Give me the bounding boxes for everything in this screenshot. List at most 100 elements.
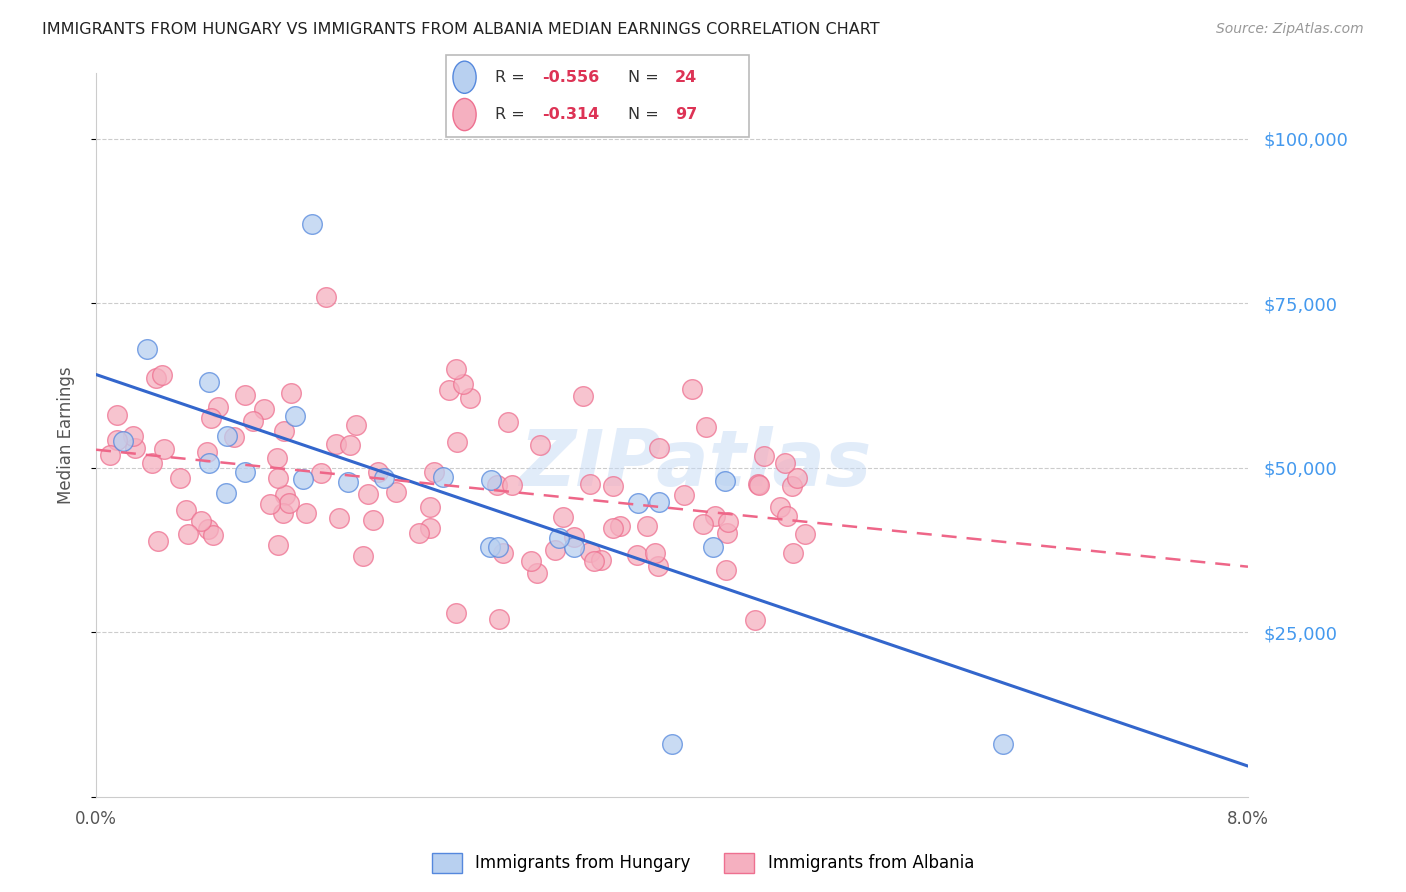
Point — [105, 408, 128, 422]
Point — [444, 606, 467, 620]
Point — [176, 527, 198, 541]
Point — [273, 488, 295, 502]
Point — [579, 476, 602, 491]
Point — [373, 471, 395, 485]
Point — [153, 442, 176, 457]
Point — [562, 530, 585, 544]
Point — [280, 386, 302, 401]
Point — [451, 376, 474, 391]
Point — [519, 554, 541, 568]
Point — [198, 376, 221, 390]
Point — [122, 429, 145, 443]
Point — [717, 515, 740, 529]
Point — [267, 470, 290, 484]
Point — [339, 438, 361, 452]
Point — [544, 542, 567, 557]
Point — [602, 479, 624, 493]
Point — [636, 519, 658, 533]
Point — [478, 540, 501, 554]
Point — [105, 434, 128, 448]
Point — [993, 737, 1015, 751]
Point — [529, 438, 551, 452]
Point — [681, 382, 703, 396]
Point — [141, 456, 163, 470]
Text: N =: N = — [628, 107, 665, 122]
Text: IMMIGRANTS FROM HUNGARY VS IMMIGRANTS FROM ALBANIA MEDIAN EARNINGS CORRELATION C: IMMIGRANTS FROM HUNGARY VS IMMIGRANTS FR… — [42, 22, 880, 37]
Point — [647, 559, 669, 574]
Y-axis label: Median Earnings: Median Earnings — [58, 366, 75, 504]
Point — [744, 613, 766, 627]
Point — [579, 545, 602, 559]
Point — [112, 434, 135, 448]
Point — [583, 554, 606, 568]
Point — [752, 449, 775, 463]
Point — [794, 526, 817, 541]
Point — [747, 476, 769, 491]
Point — [437, 384, 460, 398]
Point — [148, 534, 170, 549]
Point — [271, 506, 294, 520]
Point — [648, 442, 671, 456]
Text: Source: ZipAtlas.com: Source: ZipAtlas.com — [1216, 22, 1364, 37]
Point — [267, 538, 290, 552]
Point — [776, 509, 799, 524]
Point — [352, 549, 374, 564]
Point — [626, 549, 648, 563]
Point — [692, 516, 714, 531]
Point — [695, 419, 717, 434]
Point — [782, 546, 804, 560]
Point — [498, 415, 520, 429]
Point — [488, 612, 510, 626]
Point — [266, 450, 288, 465]
Point — [458, 391, 481, 405]
Point — [315, 290, 337, 304]
Point — [214, 485, 236, 500]
Point — [150, 368, 173, 383]
Point — [773, 456, 796, 470]
Point — [609, 519, 631, 533]
Point — [526, 566, 548, 580]
Point — [769, 500, 792, 515]
Point — [486, 477, 509, 491]
Point — [325, 437, 347, 451]
FancyBboxPatch shape — [446, 55, 749, 136]
Text: R =: R = — [495, 70, 530, 85]
Text: -0.556: -0.556 — [541, 70, 599, 85]
Point — [492, 546, 515, 560]
Point — [200, 410, 222, 425]
Ellipse shape — [453, 98, 477, 130]
Point — [704, 508, 727, 523]
Point — [562, 540, 585, 554]
Point — [422, 466, 444, 480]
Point — [486, 540, 509, 554]
Point — [419, 521, 441, 535]
Point — [627, 496, 650, 510]
Point — [292, 472, 315, 486]
Point — [207, 400, 229, 414]
Point — [714, 563, 737, 577]
Point — [195, 444, 218, 458]
Point — [591, 552, 613, 566]
Point — [328, 511, 350, 525]
Point — [309, 466, 332, 480]
Point — [344, 417, 367, 432]
Point — [367, 465, 389, 479]
Point — [501, 478, 523, 492]
Point — [747, 478, 769, 492]
Point — [295, 506, 318, 520]
Point — [174, 503, 197, 517]
Point — [780, 479, 803, 493]
Point — [571, 389, 593, 403]
Point — [224, 430, 246, 444]
Point — [702, 540, 724, 554]
Point — [301, 217, 323, 231]
Point — [419, 500, 441, 515]
Point — [357, 486, 380, 500]
Text: ZIPatlas: ZIPatlas — [519, 425, 872, 502]
Point — [548, 531, 571, 545]
Point — [661, 737, 683, 751]
Point — [273, 425, 295, 439]
Point — [136, 343, 159, 357]
Point — [602, 521, 624, 535]
Point — [672, 488, 695, 502]
